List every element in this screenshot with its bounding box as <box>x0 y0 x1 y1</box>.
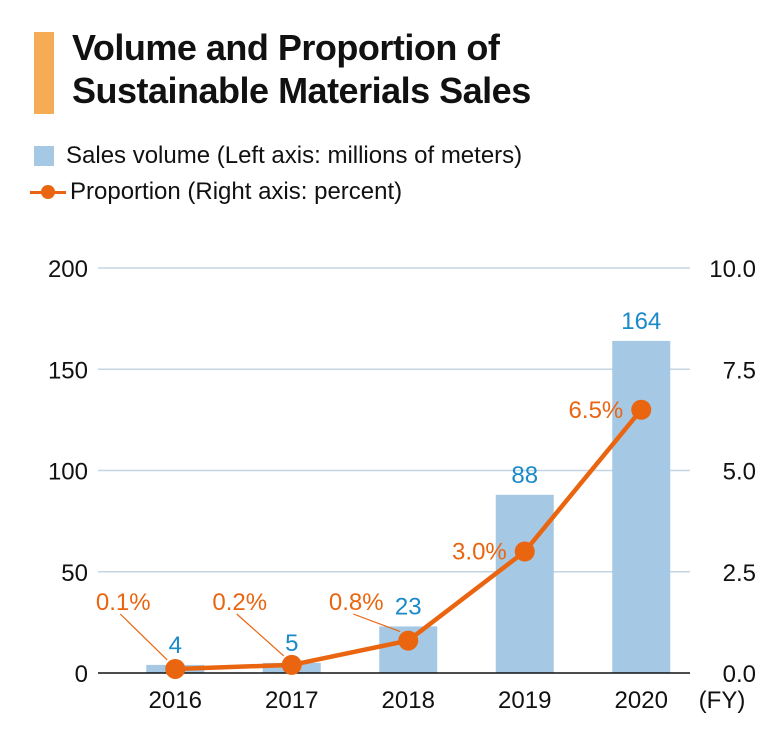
legend-line-marker-icon <box>30 182 66 202</box>
bar-value-label: 4 <box>169 632 182 659</box>
x-axis-tick-label: 2019 <box>498 687 551 714</box>
x-axis-tick-label: 2020 <box>615 687 668 714</box>
bar-2020 <box>612 340 671 673</box>
leader-line <box>236 613 285 657</box>
bar-value-label: 88 <box>511 462 538 489</box>
legend-bar-swatch-icon <box>34 146 54 166</box>
right-axis-tick-label: 0.0 <box>723 661 756 688</box>
right-axis-tick-label: 10.0 <box>709 256 756 283</box>
left-axis-tick-label: 150 <box>48 357 88 384</box>
proportion-point-2019 <box>514 541 535 562</box>
bar-value-label: 23 <box>395 593 422 620</box>
left-axis-tick-label: 0 <box>75 661 88 688</box>
bar-value-label: 164 <box>621 308 661 335</box>
axis-ticks: 0 50 100 150 200 0.0 2.5 5.0 7.5 10.0 2016 2017 2018… <box>48 256 756 714</box>
chart-title-line1: Volume and Proportion of <box>72 27 500 68</box>
left-axis-tick-label: 200 <box>48 256 88 283</box>
right-axis-tick-label: 2.5 <box>723 560 756 587</box>
title-accent-bar <box>34 32 54 114</box>
right-axis-tick-label: 7.5 <box>723 357 756 384</box>
right-axis-tick-label: 5.0 <box>723 459 756 486</box>
legend-item-sales-volume: Sales volume (Left axis: millions of met… <box>30 142 522 170</box>
proportion-point-2018 <box>398 630 419 651</box>
left-axis-tick-label: 100 <box>48 459 88 486</box>
x-axis-tick-label: 2016 <box>149 687 202 714</box>
proportion-point-2020 <box>631 399 652 420</box>
x-axis-tick-label: 2017 <box>265 687 318 714</box>
data-labels: 4 5 23 88 164 0.1% 0.2% 0.8% 3.0% 6.5% <box>96 308 661 659</box>
proportion-value-label: 0.8% <box>329 589 384 616</box>
proportion-value-label: 0.1% <box>96 589 151 616</box>
leader-line <box>119 613 168 661</box>
bar-value-label: 5 <box>285 630 298 657</box>
proportion-value-label: 6.5% <box>569 397 624 424</box>
legend-sales-volume-label: Sales volume (Left axis: millions of met… <box>66 142 523 169</box>
chart-title: Volume and Proportion of Sustainable Mat… <box>72 26 531 112</box>
legend-item-proportion: Proportion (Right axis: percent) <box>30 178 402 206</box>
x-axis-tick-label: 2018 <box>382 687 435 714</box>
legend-proportion-label: Proportion (Right axis: percent) <box>70 178 403 205</box>
bars <box>146 340 671 673</box>
proportion-point-2016 <box>165 658 186 679</box>
proportion-value-label: 0.2% <box>212 589 267 616</box>
left-axis-tick-label: 50 <box>61 560 88 587</box>
chart-title-line2: Sustainable Materials Sales <box>72 70 531 111</box>
proportion-line <box>165 399 652 679</box>
label-leader-lines <box>119 613 401 661</box>
gridlines <box>98 267 690 573</box>
x-axis-unit-label: (FY) <box>699 687 746 714</box>
proportion-value-label: 3.0% <box>452 539 507 566</box>
bar-2019 <box>495 494 554 673</box>
leader-line <box>353 613 401 633</box>
proportion-point-2017 <box>281 654 302 675</box>
